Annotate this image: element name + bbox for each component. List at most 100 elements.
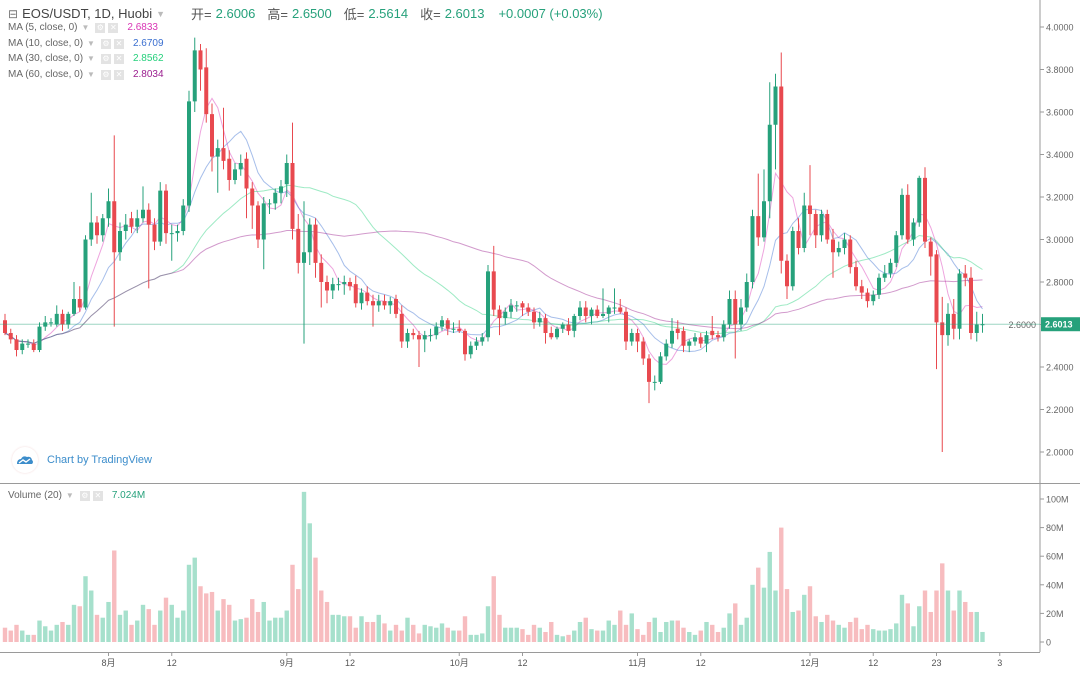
volume-bar	[152, 624, 157, 642]
volume-bar	[773, 590, 778, 642]
candle-body	[129, 218, 134, 227]
volume-bar	[853, 617, 859, 642]
candle	[595, 305, 600, 319]
candle-body	[72, 299, 76, 314]
candle-body	[141, 209, 145, 219]
settings-icon[interactable]: ⚙	[79, 490, 90, 501]
candle	[468, 341, 473, 359]
candle-body	[641, 341, 646, 359]
candle-body	[808, 205, 812, 214]
candle-body	[8, 333, 13, 340]
candle	[376, 294, 381, 312]
candle	[813, 209, 818, 248]
candle	[353, 275, 358, 308]
open-label: 开=	[191, 7, 212, 22]
candle-body	[169, 233, 174, 235]
volume-series	[2, 491, 985, 642]
volume-bar	[750, 584, 755, 642]
close-icon[interactable]: ✕	[108, 22, 119, 33]
chevron-down-icon[interactable]: ▼	[87, 54, 95, 63]
price-tick-label: 3.0000	[1046, 235, 1074, 245]
volume-indicator[interactable]: Volume (20) ▼ ⚙ ✕ 7.024M	[8, 490, 145, 501]
volume-bar	[422, 624, 427, 642]
volume-bar	[543, 631, 548, 642]
settings-icon[interactable]: ⚙	[95, 22, 106, 33]
candle-body	[871, 294, 876, 302]
volume-bar	[974, 611, 979, 642]
candle-body	[192, 50, 197, 102]
volume-bar	[43, 626, 48, 642]
volume-bar	[790, 611, 795, 642]
volume-bar	[767, 551, 772, 642]
candle	[250, 182, 255, 229]
candle	[135, 209, 140, 234]
time-tick-label: 23	[931, 658, 941, 668]
collapse-icon[interactable]: ⊟	[8, 6, 19, 21]
volume-bar	[158, 610, 163, 642]
candle	[422, 330, 427, 353]
settings-icon[interactable]: ⚙	[100, 38, 111, 49]
indicator-ma60[interactable]: MA (60, close, 0) ▼ ⚙ ✕ 2.8034	[8, 69, 164, 80]
candle	[773, 73, 778, 170]
volume-bar	[376, 614, 381, 642]
indicator-ma5[interactable]: MA (5, close, 0) ▼ ⚙ ✕ 2.6833	[8, 22, 158, 33]
volume-bar	[830, 620, 836, 642]
tradingview-branding[interactable]: Chart by TradingView	[12, 447, 152, 473]
indicator-value: 7.024M	[111, 490, 146, 501]
candle-body	[710, 330, 715, 336]
volume-bar	[382, 623, 387, 642]
candle-body	[865, 292, 870, 302]
close-icon[interactable]: ✕	[113, 53, 124, 64]
chevron-down-icon[interactable]: ▼	[87, 70, 95, 79]
candle-body	[905, 194, 910, 240]
close-icon[interactable]: ✕	[92, 490, 103, 501]
volume-bar	[646, 621, 652, 642]
candle	[365, 286, 370, 306]
volume-bar	[876, 630, 882, 642]
volume-bar	[520, 629, 525, 642]
candle	[158, 182, 163, 246]
indicator-label: MA (10, close, 0)	[8, 38, 84, 49]
volume-bar	[227, 604, 232, 642]
candle-body	[928, 241, 933, 257]
candle-body	[882, 273, 887, 278]
candle-body	[923, 177, 927, 242]
candle	[394, 294, 398, 319]
volume-bar	[347, 616, 353, 642]
volume-bar	[623, 624, 629, 642]
volume-bar	[209, 591, 215, 642]
chevron-down-icon[interactable]: ▼	[81, 23, 90, 32]
volume-bar	[957, 590, 962, 642]
candle	[710, 316, 715, 340]
close-icon[interactable]: ✕	[113, 38, 124, 49]
candle	[20, 339, 25, 355]
close-icon[interactable]: ✕	[113, 69, 124, 80]
candle	[664, 339, 669, 361]
volume-bar	[807, 586, 813, 642]
chevron-down-icon[interactable]: ▼	[65, 491, 74, 500]
candle-body	[106, 201, 111, 219]
volume-bar	[531, 624, 537, 642]
volume-tick-label: 0	[1046, 638, 1051, 648]
settings-icon[interactable]: ⚙	[100, 53, 111, 64]
candle	[767, 82, 772, 219]
settings-icon[interactable]: ⚙	[100, 69, 111, 80]
volume-bar	[865, 624, 870, 642]
candle-body	[974, 324, 979, 333]
candle-body	[434, 326, 439, 336]
volume-bar	[2, 627, 8, 642]
volume-bar	[635, 629, 640, 642]
symbol-title[interactable]: EOS/USDT, 1D, Huobi	[22, 6, 153, 21]
candle	[894, 231, 899, 268]
indicator-ma30[interactable]: MA (30, close, 0) ▼ ⚙ ✕ 2.8562	[8, 53, 164, 64]
indicator-label: MA (60, close, 0)	[8, 69, 84, 80]
last-price-label: 2.6013	[1045, 320, 1073, 330]
chevron-down-icon[interactable]: ▼	[156, 8, 166, 19]
candle	[698, 333, 703, 348]
chevron-down-icon[interactable]: ▼	[87, 39, 95, 48]
candle-body	[313, 224, 318, 263]
indicator-ma10[interactable]: MA (10, close, 0) ▼ ⚙ ✕ 2.6709	[8, 38, 164, 49]
candle	[790, 226, 795, 291]
candle-body	[526, 307, 531, 312]
